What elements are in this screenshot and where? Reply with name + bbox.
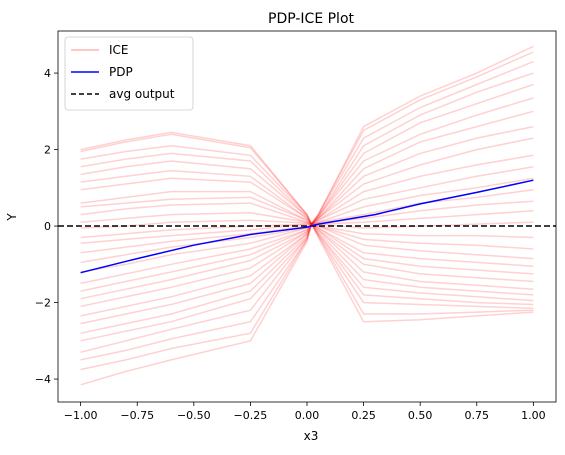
ice-curve-5 xyxy=(80,97,534,226)
y-tick-label: 4 xyxy=(44,67,51,80)
legend-label-0: ICE xyxy=(109,43,129,57)
y-tick-label: −4 xyxy=(35,373,51,386)
ice-curve-18 xyxy=(80,223,534,292)
ice-curve-14 xyxy=(80,210,534,254)
x-tick-label: −0.25 xyxy=(234,409,268,422)
y-tick-label: 0 xyxy=(44,220,51,233)
ice-curve-9 xyxy=(80,154,534,225)
legend: ICE PDP avg output xyxy=(64,36,194,111)
chart-title: PDP-ICE Plot xyxy=(268,11,355,27)
x-tick-label: −0.75 xyxy=(120,409,154,422)
x-tick-label: 1.00 xyxy=(521,409,546,422)
ice-curve-19 xyxy=(80,223,534,300)
y-axis: −4 −2 0 2 4 xyxy=(35,67,58,386)
y-tick-label: −2 xyxy=(35,297,51,310)
legend-box xyxy=(64,36,194,111)
ice-curve-8 xyxy=(80,137,534,226)
ice-curve-24 xyxy=(80,222,534,342)
ice-curve-7 xyxy=(80,125,534,226)
ice-curve-17 xyxy=(80,223,534,285)
legend-label-1: PDP xyxy=(109,65,133,79)
x-axis: −1.00 −0.75 −0.50 −0.25 0.00 0.25 0.50 0.75 1.00 xyxy=(64,402,546,422)
y-axis-label: Y xyxy=(5,213,19,222)
ice-curve-25 xyxy=(80,222,534,354)
ice-curve-16 xyxy=(80,223,534,273)
ice-curve-11 xyxy=(80,177,534,229)
ice-curve-23 xyxy=(80,222,534,334)
ice-curve-0 xyxy=(80,45,534,226)
ice-curve-6 xyxy=(80,110,534,226)
ice-curve-3 xyxy=(80,72,534,226)
ice-curve-13 xyxy=(80,200,534,245)
x-tick-label: 0.25 xyxy=(351,409,376,422)
x-tick-label: −0.50 xyxy=(177,409,211,422)
y-tick-label: 2 xyxy=(44,144,51,157)
ice-curve-1 xyxy=(80,51,534,226)
ice-curve-12 xyxy=(80,188,534,239)
ice-curve-21 xyxy=(80,222,534,317)
x-tick-label: 0.75 xyxy=(465,409,490,422)
ice-lines xyxy=(80,45,534,386)
ice-curve-26 xyxy=(80,222,534,361)
legend-label-2: avg output xyxy=(109,87,175,101)
x-tick-label: 0.50 xyxy=(408,409,433,422)
ice-curve-10 xyxy=(80,166,534,225)
ice-curve-22 xyxy=(80,222,534,325)
ice-curve-4 xyxy=(80,83,534,226)
x-tick-label: 0.00 xyxy=(295,409,320,422)
ice-curve-27 xyxy=(80,222,534,371)
x-axis-label: x3 xyxy=(304,429,319,443)
pdp-line xyxy=(80,179,534,274)
ice-curve-20 xyxy=(80,223,534,308)
ice-curve-2 xyxy=(80,60,534,226)
ice-curve-28 xyxy=(80,221,534,386)
x-tick-label: −1.00 xyxy=(64,409,98,422)
plot-area xyxy=(58,45,556,386)
